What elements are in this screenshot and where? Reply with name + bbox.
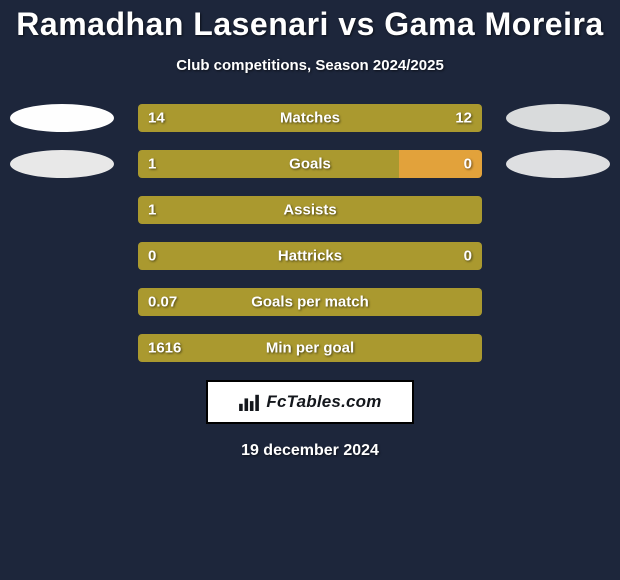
stat-label: Assists bbox=[283, 202, 336, 219]
team-logo-right bbox=[506, 150, 610, 178]
stat-row: 0.07 Goals per match bbox=[0, 288, 620, 316]
team-logo-left bbox=[10, 150, 114, 178]
stat-value-left: 14 bbox=[148, 110, 165, 127]
stat-row: 1 Goals 0 bbox=[0, 150, 620, 178]
infographic-container: Ramadhan Lasenari vs Gama Moreira Club c… bbox=[0, 0, 620, 460]
team-logo-right bbox=[506, 104, 610, 132]
oval-placeholder bbox=[10, 242, 114, 270]
stat-bar: 0.07 Goals per match bbox=[138, 288, 482, 316]
stat-label: Goals per match bbox=[251, 294, 369, 311]
stat-label: Matches bbox=[280, 110, 340, 127]
source-badge: FcTables.com bbox=[206, 380, 414, 424]
oval-placeholder bbox=[10, 196, 114, 224]
stat-row: 1616 Min per goal bbox=[0, 334, 620, 362]
stat-value-right: 0 bbox=[464, 248, 472, 265]
stat-label: Goals bbox=[289, 156, 331, 173]
stat-row: 1 Assists bbox=[0, 196, 620, 224]
stat-value-left: 0.07 bbox=[148, 294, 177, 311]
stat-row: 14 Matches 12 bbox=[0, 104, 620, 132]
oval-placeholder bbox=[506, 196, 610, 224]
stat-label: Hattricks bbox=[278, 248, 342, 265]
stat-bar: 14 Matches 12 bbox=[138, 104, 482, 132]
stat-value-left: 0 bbox=[148, 248, 156, 265]
oval-placeholder bbox=[506, 334, 610, 362]
oval-placeholder bbox=[506, 242, 610, 270]
stat-bar: 1616 Min per goal bbox=[138, 334, 482, 362]
stat-value-right: 12 bbox=[455, 110, 472, 127]
stat-value-left: 1616 bbox=[148, 340, 181, 357]
stat-bar: 1 Goals 0 bbox=[138, 150, 482, 178]
bar-chart-icon bbox=[238, 393, 260, 411]
stat-value-right: 0 bbox=[464, 156, 472, 173]
badge-wrap: FcTables.com bbox=[0, 380, 620, 424]
date-text: 19 december 2024 bbox=[0, 442, 620, 460]
oval-placeholder bbox=[10, 334, 114, 362]
page-subtitle: Club competitions, Season 2024/2025 bbox=[0, 57, 620, 74]
stat-label: Min per goal bbox=[266, 340, 354, 357]
bar-fill-left bbox=[138, 150, 399, 178]
stat-row: 0 Hattricks 0 bbox=[0, 242, 620, 270]
stat-bar: 1 Assists bbox=[138, 196, 482, 224]
page-title: Ramadhan Lasenari vs Gama Moreira bbox=[0, 6, 620, 43]
stat-value-left: 1 bbox=[148, 202, 156, 219]
team-logo-left bbox=[10, 104, 114, 132]
stat-bar: 0 Hattricks 0 bbox=[138, 242, 482, 270]
oval-placeholder bbox=[10, 288, 114, 316]
oval-placeholder bbox=[506, 288, 610, 316]
bar-fill-left bbox=[138, 104, 393, 132]
stat-value-left: 1 bbox=[148, 156, 156, 173]
badge-text: FcTables.com bbox=[266, 392, 381, 412]
stat-rows: 14 Matches 12 1 Goals 0 1 Assists 0 Hattricks 0 0.0… bbox=[0, 104, 620, 362]
